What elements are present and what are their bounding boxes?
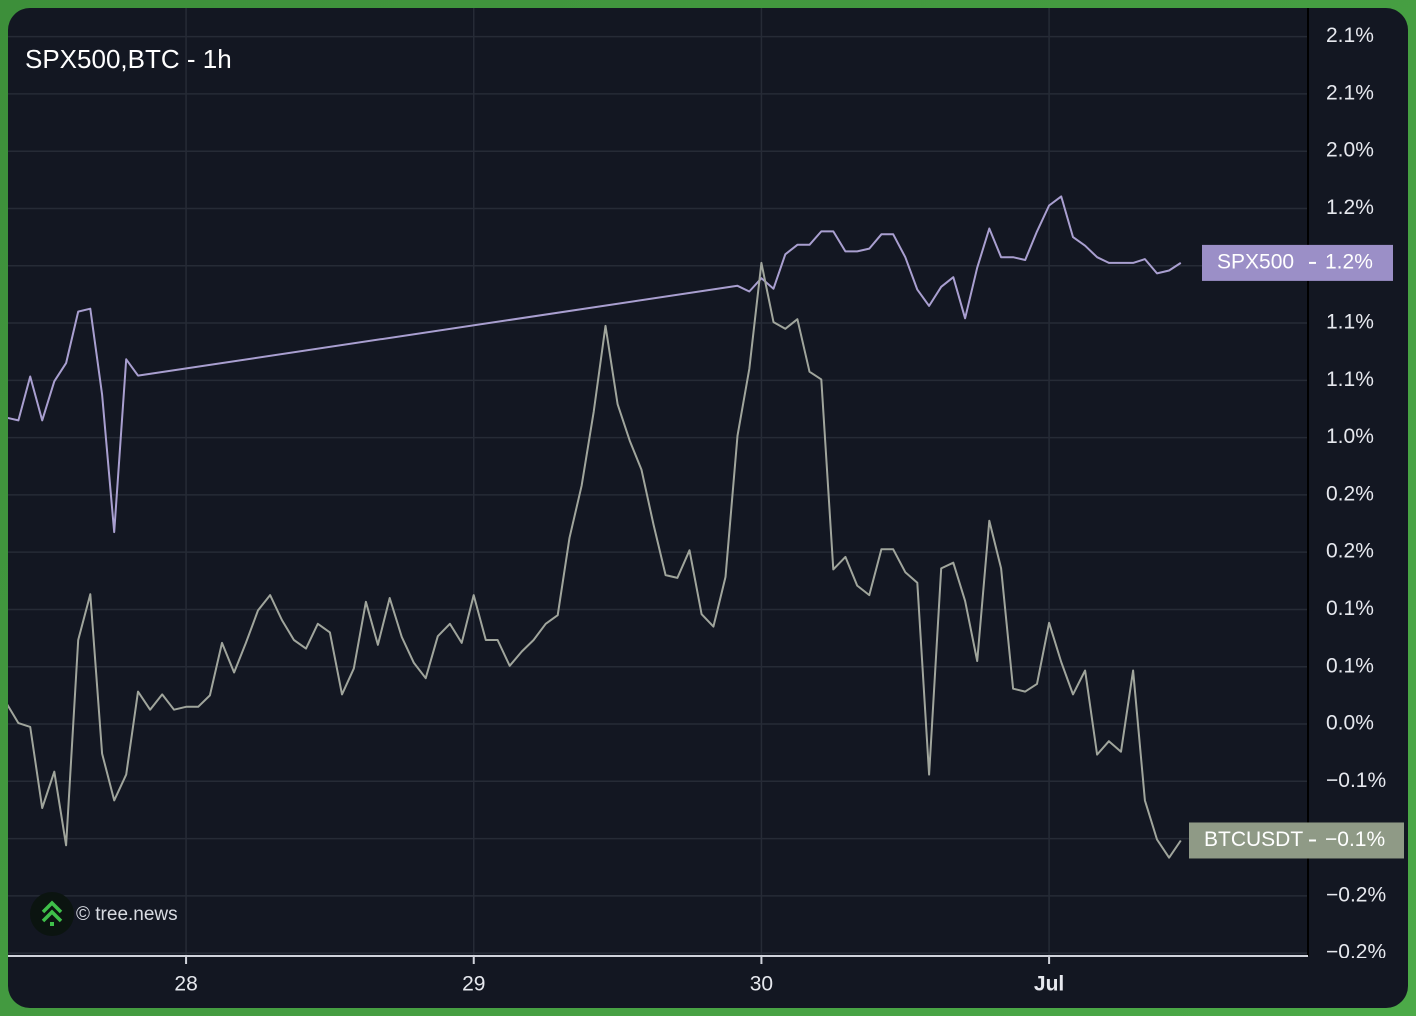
x-tick-label: 30 [750, 973, 773, 996]
y-tick-label: 0.2% [1326, 482, 1374, 505]
y-tick-label: 1.0% [1326, 425, 1374, 448]
last-value-box [1189, 822, 1404, 859]
series-name: SPX500 [1217, 250, 1294, 273]
logo [30, 892, 74, 936]
y-tick-label: 2.1% [1326, 81, 1374, 104]
series-line [8, 195, 1182, 534]
last-value-label: −0.1% [1325, 828, 1385, 851]
chart-card: 2.1% 2.1% 2.0% 1.2% 1.2% 1.1% 1.1% 1.0% 0.2% 0.2%… [8, 8, 1408, 1008]
last-value-box [1202, 244, 1393, 281]
grid [8, 8, 1308, 956]
x-tick-label: 28 [174, 973, 197, 996]
y-tick-label: −0.2% [1326, 941, 1386, 964]
y-tick-label: −0.2% [1326, 883, 1386, 906]
last-value-label: 1.2% [1325, 250, 1373, 273]
y-tick-label: −0.1% [1326, 769, 1386, 792]
y-tick-label: 2.1% [1326, 24, 1374, 47]
chart: 2.1% 2.1% 2.0% 1.2% 1.2% 1.1% 1.1% 1.0% 0.2% 0.2%… [8, 8, 1404, 996]
y-tick-label: 0.1% [1326, 654, 1374, 677]
chart-title: SPX500,BTC - 1h [25, 44, 232, 74]
y-tick-label: 1.1% [1326, 368, 1374, 391]
series-name: BTCUSDT [1204, 828, 1303, 851]
y-tick-label: 0.2% [1326, 540, 1374, 563]
y-tick-label: 1.1% [1326, 311, 1374, 334]
last-value-labels: SPX500 1.2% BTCUSDT −0.1% [1189, 244, 1404, 859]
x-tick-label: Jul [1034, 973, 1064, 996]
x-axis: 28 29 30 Jul [174, 956, 1064, 996]
x-tick-label: 29 [462, 973, 485, 996]
watermark: © tree.news [76, 904, 178, 925]
plot [8, 195, 1182, 859]
y-tick-label: 2.0% [1326, 139, 1374, 162]
y-tick-label: 0.1% [1326, 597, 1374, 620]
y-tick-label: 1.2% [1326, 196, 1374, 219]
y-tick-label: 0.0% [1326, 712, 1374, 735]
series-line [8, 261, 1182, 859]
